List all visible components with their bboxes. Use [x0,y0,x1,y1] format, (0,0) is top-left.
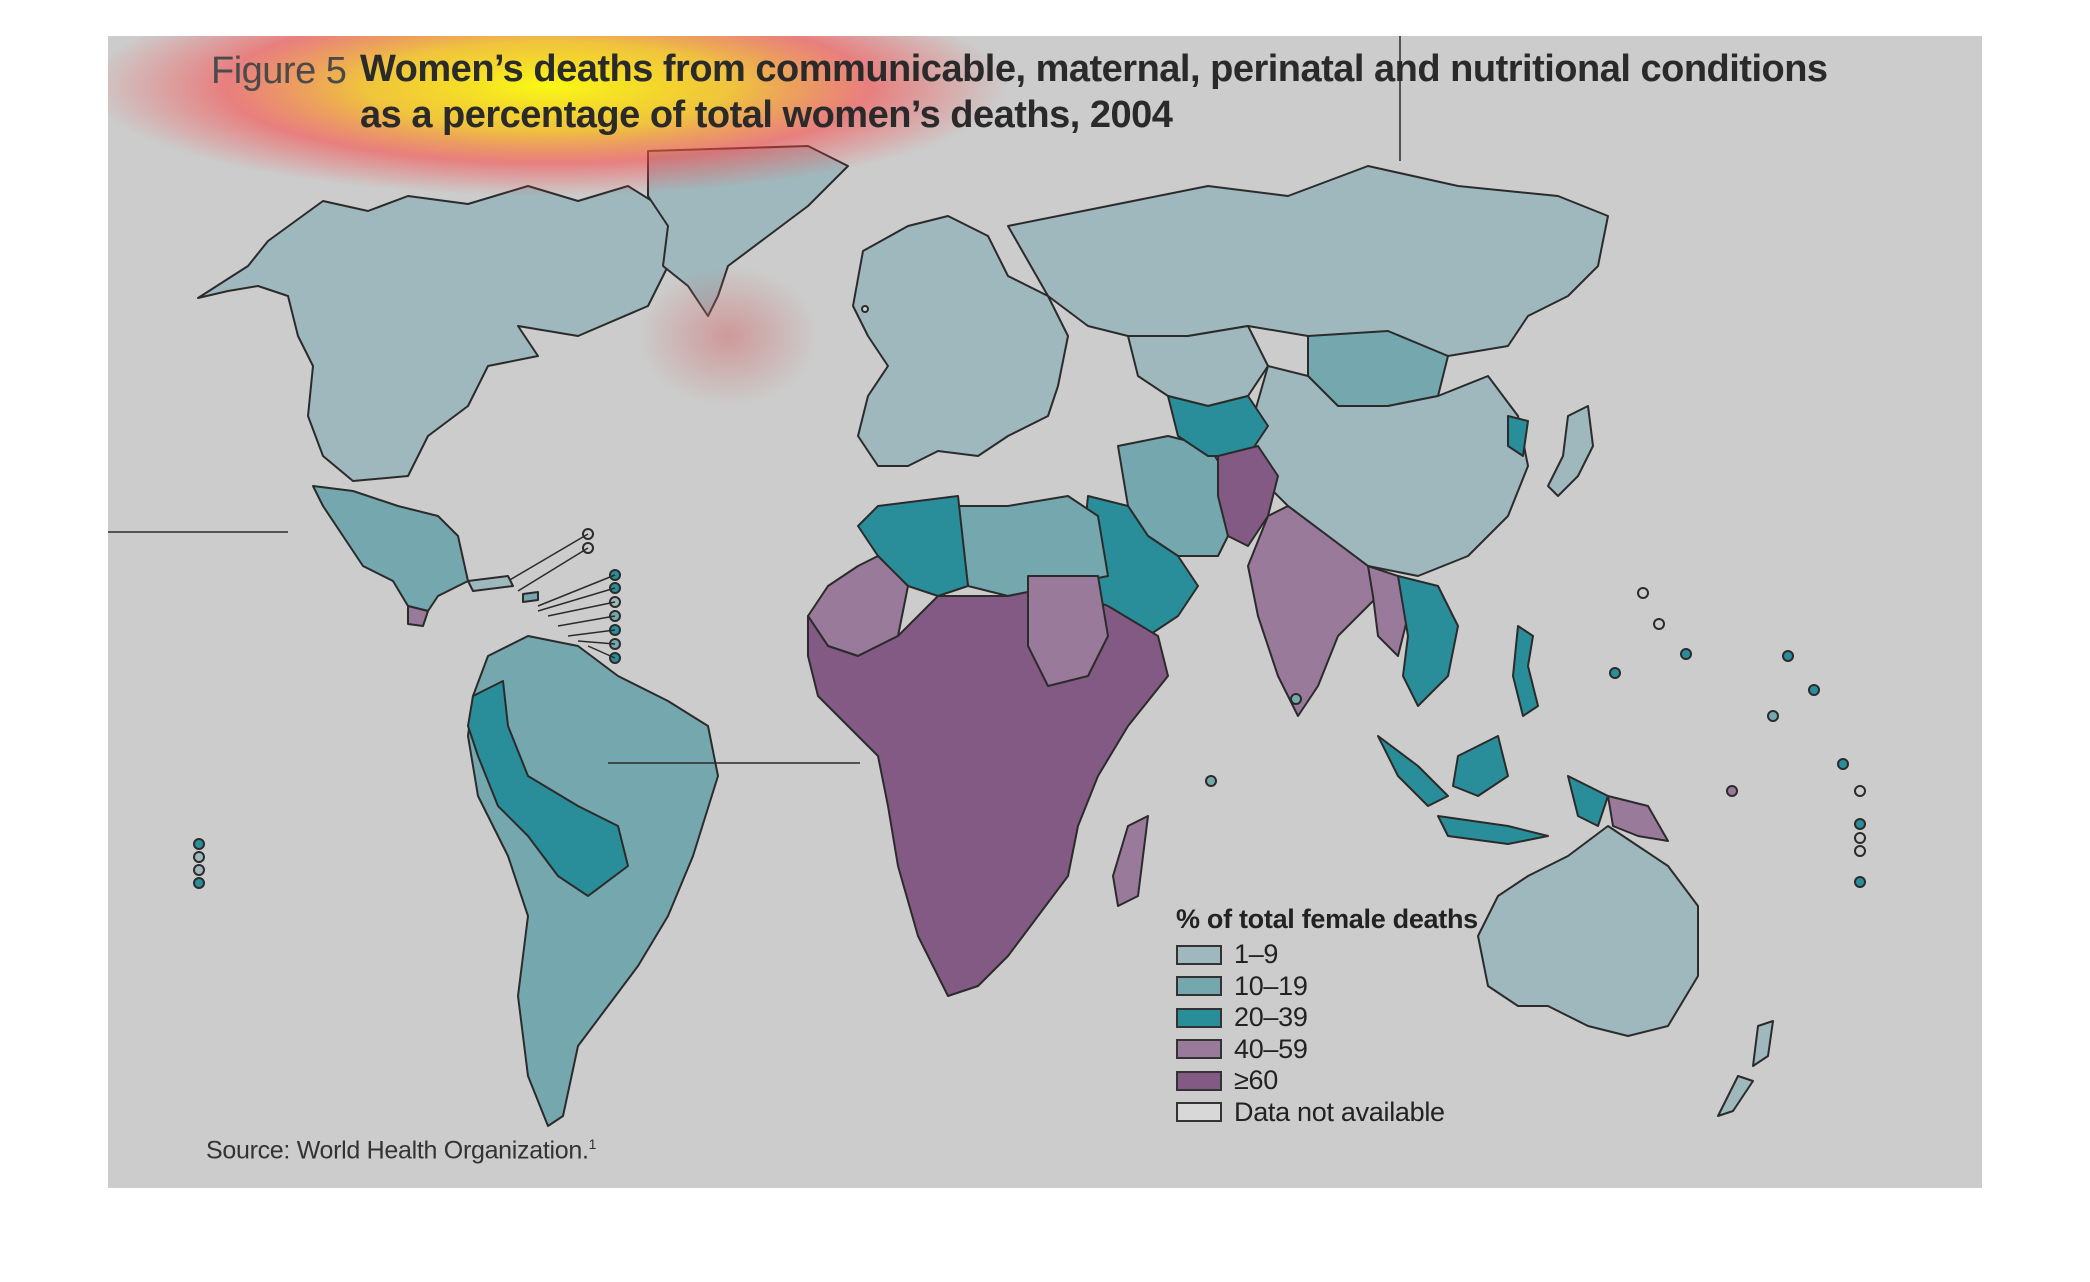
region-indonesia [1377,735,1609,845]
legend-label: 1–9 [1234,939,1279,970]
region-korea [1507,415,1529,457]
legend-title: % of total female deaths [1176,904,1478,934]
region-europe [852,215,1069,467]
region-greenland [647,145,849,317]
world-map [108,36,1866,1127]
region-andean [467,680,629,897]
region-southeast-asia [1397,575,1459,707]
legend-label: Data not available [1234,1096,1445,1127]
legend-item: 40–59 [1176,1034,1478,1066]
legend-label: 10–19 [1234,970,1308,1001]
source-ref: 1 [588,1136,597,1152]
legend-swatch [1176,1070,1222,1091]
figure-title-line-2: as a percentage of total women’s deaths,… [360,94,1173,136]
legend: % of total female deaths 1–9 10–19 20–39… [1176,904,1478,1128]
legend-swatch [1176,1039,1222,1060]
region-new-zealand [1717,1020,1774,1117]
source-text: Source: World Health Organization. [206,1136,589,1165]
region-afghanistan-pakistan [1217,445,1279,547]
legend-swatch [1176,1102,1222,1123]
legend-item: 20–39 [1176,1002,1478,1034]
figure-label: Figure 5 [211,50,347,92]
region-guatemala [407,605,429,627]
legend-label: ≥60 [1234,1065,1278,1096]
region-sudan [1027,575,1109,687]
legend-swatch [1176,944,1222,965]
legend-item: 10–19 [1176,971,1478,1003]
region-north-america [197,185,669,482]
legend-swatch [1176,1007,1222,1028]
region-sub-saharan-africa [807,585,1169,997]
region-japan [1547,405,1594,497]
legend-item: 1–9 [1176,939,1478,971]
legend-item: ≥60 [1176,1065,1478,1097]
region-russia [1007,165,1609,357]
region-central-asia-south [1167,395,1269,457]
region-north-africa [957,495,1109,597]
region-australia [1477,825,1699,1037]
legend-item: Data not available [1176,1097,1478,1129]
figure-title-line-1: Women’s deaths from communicable, matern… [360,48,1828,90]
legend-label: 40–59 [1234,1033,1308,1064]
legend-swatch [1176,976,1222,997]
region-philippines [1512,625,1539,717]
region-madagascar [1112,815,1149,907]
source-note: Source: World Health Organization.1 [206,1136,596,1165]
map-panel: Figure 5 Women’s deaths from communicabl… [108,36,1982,1188]
region-algeria [857,495,969,597]
region-central-asia [1127,325,1269,407]
region-central-america [312,485,469,612]
legend-label: 20–39 [1234,1002,1308,1033]
region-papua-new-guinea [1607,795,1669,842]
region-south-asia [1247,505,1379,717]
region-china [1247,365,1529,577]
